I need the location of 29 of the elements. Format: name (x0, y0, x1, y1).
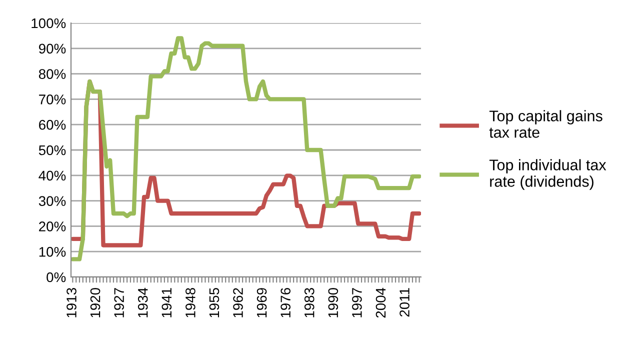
x-tick-label: 1997 (352, 288, 362, 318)
y-tick-label: 100% (32, 18, 66, 28)
y-tick-label: 50% (38, 145, 66, 156)
x-tick-label: 1990 (328, 288, 338, 318)
y-tick-label: 20% (39, 222, 66, 232)
x-tick-label: 1941 (162, 288, 172, 318)
y-tick-label: 70% (39, 94, 66, 104)
x-tick-label: 1969 (256, 288, 267, 318)
line-series (71, 36, 421, 262)
x-tick-label: 2004 (376, 288, 386, 318)
x-tick-label: 1976 (280, 288, 291, 318)
x-tick-label: 2011 (400, 288, 410, 317)
legend-label: Top individual tax rate (dividends) (489, 159, 606, 190)
x-tick-label: 1983 (304, 288, 314, 318)
y-tick-label: 80% (38, 69, 66, 79)
x-tick-label: 1962 (233, 288, 243, 318)
x-tick-label: 1955 (209, 288, 220, 318)
y-tick-label: 10% (39, 246, 66, 257)
y-tick-label: 60% (39, 120, 66, 130)
x-tick-label: 1913 (66, 288, 76, 318)
y-tick-label: 90% (38, 44, 66, 54)
x-tick-label: 1920 (90, 288, 100, 318)
x-tick-label: 1934 (138, 288, 148, 318)
x-tick-label: 1927 (114, 288, 124, 318)
x-tick-label: 1948 (186, 288, 196, 318)
y-tick-label: 0% (46, 272, 66, 282)
legend-label: Top capital gains tax rate (489, 110, 602, 138)
y-tick-label: 40% (38, 170, 66, 181)
y-tick-label: 30% (38, 196, 66, 206)
